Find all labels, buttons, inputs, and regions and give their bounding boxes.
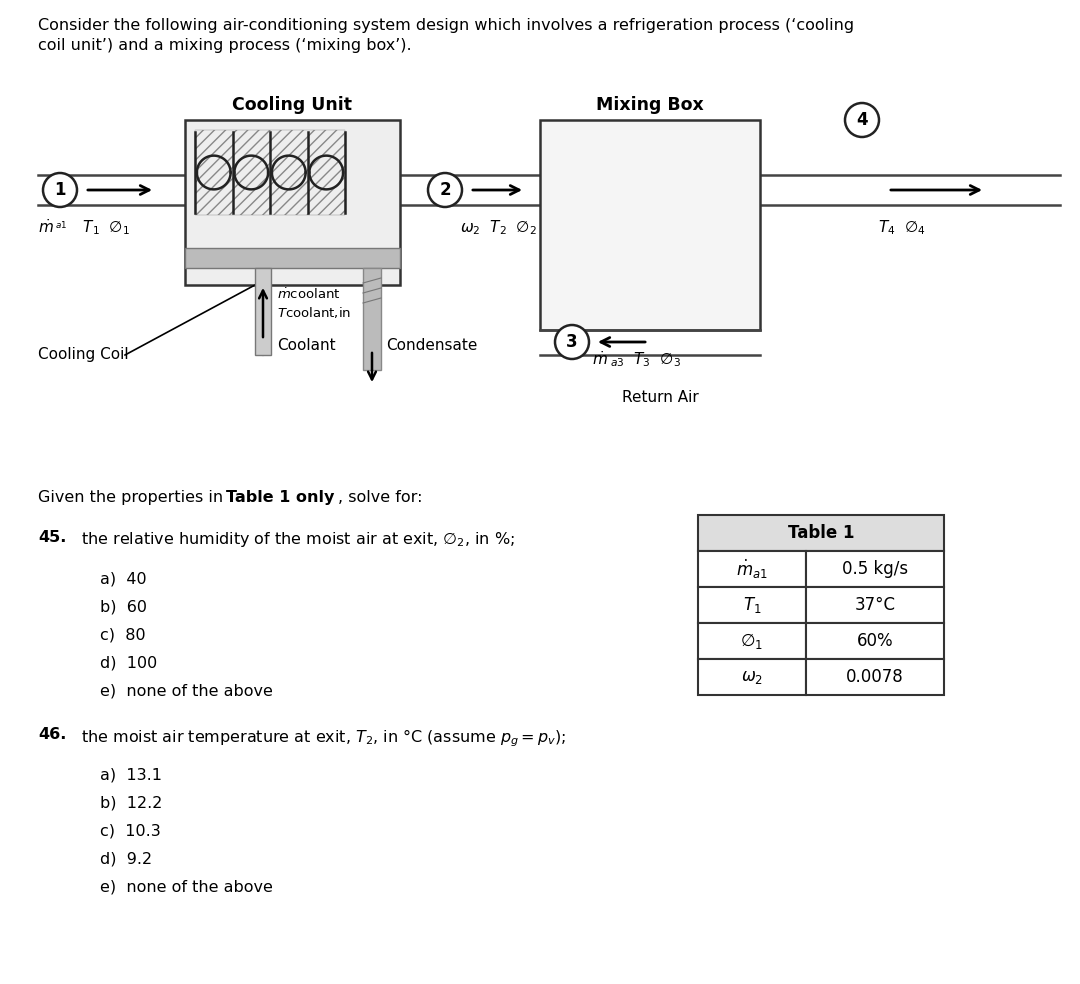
Bar: [698, 551, 806, 587]
Text: c)  80: c) 80: [100, 628, 146, 643]
Text: Condensate: Condensate: [386, 338, 477, 352]
Text: the moist air temperature at exit, $T_2$, in °C (assume $p_g = p_v$);: the moist air temperature at exit, $T_2$…: [76, 727, 566, 749]
Text: d)  100: d) 100: [100, 656, 158, 671]
Circle shape: [845, 103, 879, 137]
Circle shape: [555, 325, 589, 359]
Text: Table 1 only: Table 1 only: [226, 490, 335, 505]
Bar: [363, 268, 381, 370]
Text: $_{a1}$: $_{a1}$: [55, 218, 67, 231]
Text: , solve for:: , solve for:: [338, 490, 422, 505]
Bar: [806, 587, 944, 623]
Text: Given the properties in: Given the properties in: [38, 490, 228, 505]
Text: 2: 2: [440, 181, 450, 199]
Text: $\emptyset_1$: $\emptyset_1$: [741, 631, 764, 651]
Bar: [806, 551, 944, 587]
Text: $\dot{m}$: $\dot{m}$: [592, 350, 608, 368]
Circle shape: [428, 173, 462, 207]
Text: $\dot{m}$: $\dot{m}$: [38, 218, 54, 236]
Text: c)  10.3: c) 10.3: [100, 823, 161, 838]
Text: Return Air: Return Air: [622, 390, 699, 405]
Text: $\dot{m}_{a1}$: $\dot{m}_{a1}$: [737, 558, 768, 581]
Bar: [806, 659, 944, 695]
Bar: [185, 120, 400, 285]
Text: $\omega_2$  $T_2$  $\emptyset_2$: $\omega_2$ $T_2$ $\emptyset_2$: [460, 218, 537, 237]
Text: $\omega_2$: $\omega_2$: [741, 668, 764, 686]
Text: 37°C: 37°C: [854, 596, 895, 614]
Text: 45.: 45.: [38, 530, 66, 545]
Text: Table 1: Table 1: [787, 524, 854, 542]
Bar: [195, 130, 345, 215]
Text: coil unit’) and a mixing process (‘mixing box’).: coil unit’) and a mixing process (‘mixin…: [38, 38, 411, 53]
Text: $_{a3}$  $T_3$  $\emptyset_3$: $_{a3}$ $T_3$ $\emptyset_3$: [610, 350, 681, 369]
Text: $T$coolant,in: $T$coolant,in: [276, 305, 351, 321]
Bar: [698, 515, 944, 551]
Text: e)  none of the above: e) none of the above: [100, 879, 273, 894]
Text: $T_4$  $\emptyset_4$: $T_4$ $\emptyset_4$: [878, 218, 926, 237]
Text: 0.5 kg/s: 0.5 kg/s: [842, 560, 908, 578]
Text: 46.: 46.: [38, 727, 66, 742]
Text: a)  40: a) 40: [100, 572, 147, 587]
Text: $T_1$  $\emptyset_1$: $T_1$ $\emptyset_1$: [73, 218, 130, 237]
Text: a)  13.1: a) 13.1: [100, 767, 162, 782]
Text: $\dot{m}$coolant: $\dot{m}$coolant: [276, 287, 340, 302]
Bar: [806, 623, 944, 659]
Text: the relative humidity of the moist air at exit, $\emptyset_2$, in %;: the relative humidity of the moist air a…: [76, 530, 515, 549]
Bar: [698, 587, 806, 623]
Text: b)  60: b) 60: [100, 600, 147, 615]
Text: 0.0078: 0.0078: [846, 668, 904, 686]
Text: Cooling Unit: Cooling Unit: [232, 96, 352, 114]
Text: d)  9.2: d) 9.2: [100, 851, 152, 866]
Bar: [255, 268, 271, 355]
Circle shape: [43, 173, 77, 207]
Bar: [698, 623, 806, 659]
Text: 4: 4: [856, 111, 868, 129]
Text: e)  none of the above: e) none of the above: [100, 684, 273, 699]
Text: Coolant: Coolant: [276, 338, 336, 352]
Bar: [698, 659, 806, 695]
Text: 60%: 60%: [856, 632, 893, 650]
Text: 3: 3: [566, 333, 578, 351]
Text: b)  12.2: b) 12.2: [100, 795, 162, 810]
Bar: [540, 120, 760, 330]
Bar: [185, 248, 400, 268]
Text: Cooling Coil: Cooling Coil: [38, 347, 129, 362]
Text: 1: 1: [54, 181, 66, 199]
Text: Consider the following air-conditioning system design which involves a refrigera: Consider the following air-conditioning …: [38, 18, 854, 33]
Text: $T_1$: $T_1$: [743, 595, 761, 615]
Text: Mixing Box: Mixing Box: [596, 96, 704, 114]
